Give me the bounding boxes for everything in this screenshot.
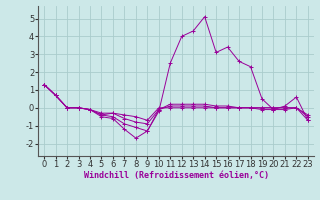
X-axis label: Windchill (Refroidissement éolien,°C): Windchill (Refroidissement éolien,°C) [84,171,268,180]
